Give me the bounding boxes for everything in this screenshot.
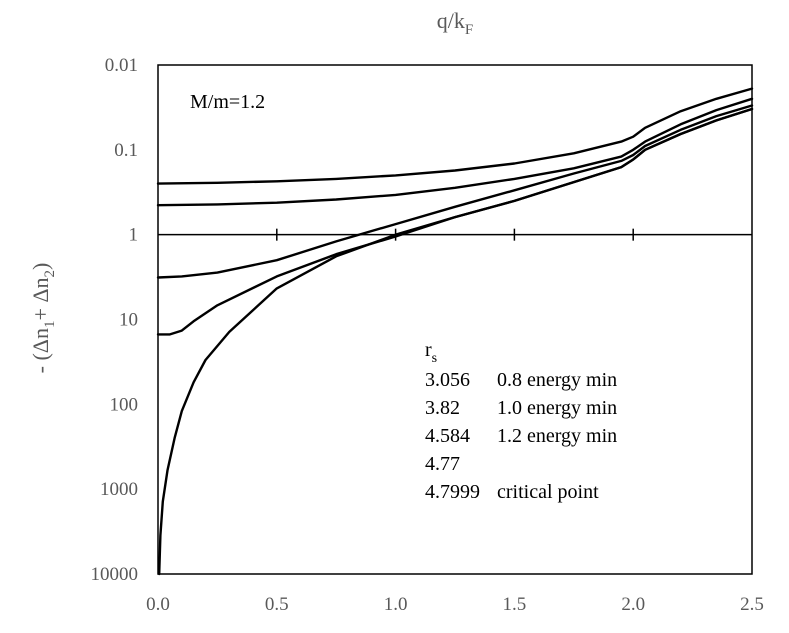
legend-entry-rs: 4.77 (425, 453, 460, 475)
y-axis-title-suffix: ) (28, 263, 53, 270)
legend-entry-rs: 4.7999 (425, 481, 480, 503)
x-axis-title-subscript: F (465, 22, 473, 38)
y-axis-title-sub1: 1 (42, 321, 58, 329)
x-tick-label: 2.5 (740, 594, 764, 615)
legend-entry-rs: 3.056 (425, 369, 470, 391)
y-axis-title-sub2: 2 (42, 270, 58, 278)
y-tick-label: 0.1 (114, 140, 138, 161)
legend-title-subscript: s (432, 351, 437, 366)
legend-title-main: r (425, 339, 432, 361)
y-axis-title-prefix: - (Δn (28, 328, 53, 373)
series-line-rs-3-056 (156, 87, 754, 185)
plot-frame (157, 64, 753, 575)
x-tick-label: 2.0 (621, 594, 645, 615)
y-tick-label: 1000 (100, 479, 138, 500)
x-tick-label: 1.5 (503, 594, 527, 615)
legend: rs 3.056 0.8 energy min 3.82 1.0 energy min… (425, 339, 617, 503)
x-tick-labels: 0.0 0.5 1.0 1.5 2.0 2.5 (146, 594, 764, 615)
x-axis-title: q/kF (437, 8, 473, 38)
legend-entry-note: 0.8 energy min (497, 369, 617, 391)
legend-entry-note: critical point (497, 481, 599, 503)
series-line-rs-3-82 (156, 97, 754, 207)
series-lines (156, 87, 754, 576)
mass-ratio-annotation: M/m=1.2 (190, 91, 265, 113)
legend-entry-rs: 3.82 (425, 397, 460, 419)
series-line-rs-4-584 (156, 104, 754, 279)
y-axis-title: - (Δn1+ Δn2) (28, 263, 58, 374)
y-tick-label: 10 (119, 310, 138, 331)
plot-frame-group (157, 64, 753, 575)
y-axis-title-mid: + Δn (28, 277, 53, 320)
y-tick-label: 100 (110, 394, 139, 415)
legend-entry-note: 1.2 energy min (497, 425, 617, 447)
legend-entry-note: 1.0 energy min (497, 397, 617, 419)
x-axis-title-main: q/k (437, 8, 465, 33)
legend-entry-rs: 4.584 (425, 425, 470, 447)
legend-title: rs (425, 339, 437, 366)
y-tick-labels: 0.01 0.1 1 10 100 1000 10000 (91, 55, 139, 585)
y-tick-label: 10000 (91, 564, 139, 585)
x-tick-label: 0.5 (265, 594, 289, 615)
series-line-rs-4-7999 (158, 107, 754, 576)
x-tick-label: 1.0 (384, 594, 408, 615)
y-tick-label: 0.01 (105, 55, 138, 76)
x-tick-label: 0.0 (146, 594, 170, 615)
y-tick-label: 1 (129, 225, 139, 246)
